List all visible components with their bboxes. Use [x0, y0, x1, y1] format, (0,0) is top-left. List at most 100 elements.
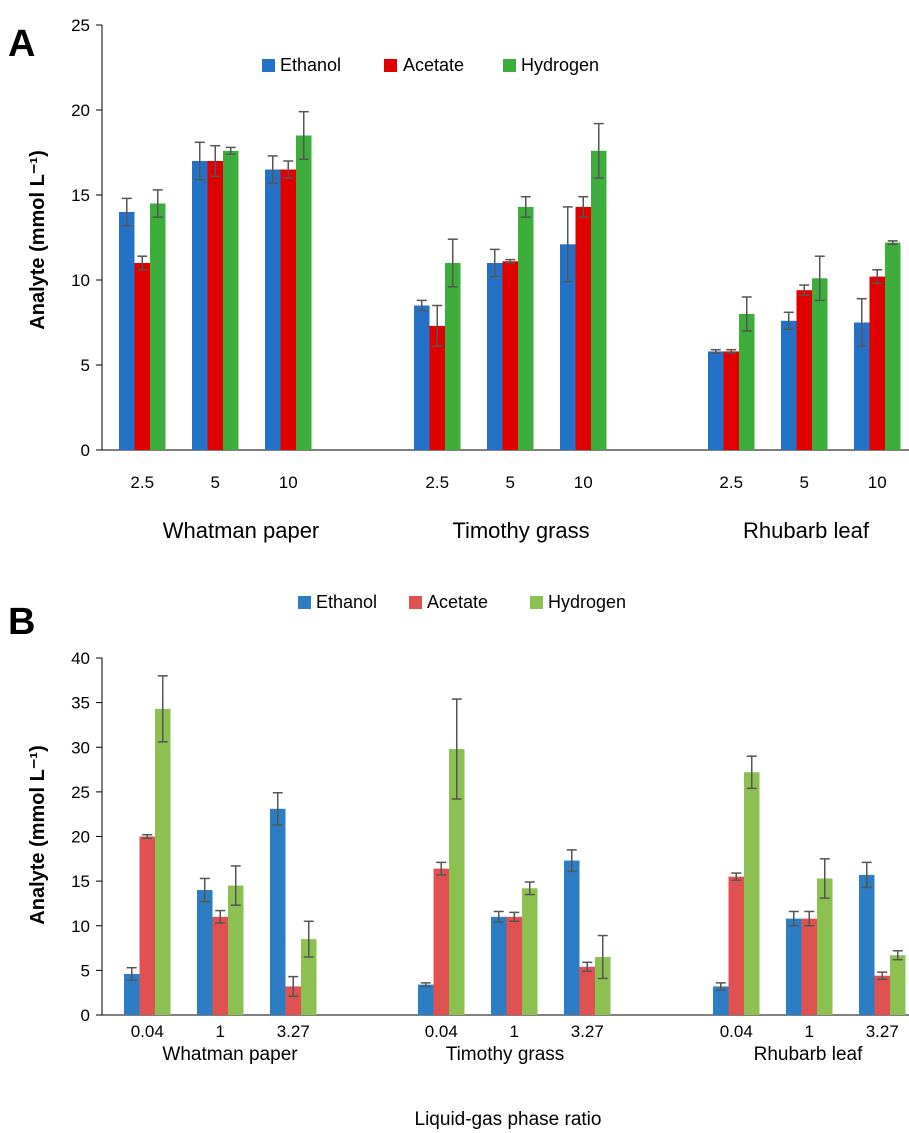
panel-b-legend-swatch-hydrogen — [530, 596, 543, 609]
panel-a-error-bar-ethanol-whatman-paper-2-5 — [121, 197, 132, 227]
panel-a-bar-acetate-timothy-grass-10 — [575, 206, 591, 450]
panel-b-x-tick-label: 1 — [805, 1022, 814, 1041]
panel-a-error-bar-ethanol-timothy-grass-10 — [562, 206, 573, 283]
panel-b-bar-ethanol-whatman-paper-0-04 — [124, 973, 140, 1015]
panel-a-letter: A — [8, 23, 35, 65]
panel-b-error-bar-ethanol-rhubarb-leaf-1 — [788, 910, 799, 927]
panel-b-bar-hydrogen-timothy-grass-1 — [522, 888, 538, 1015]
panel-a-error-bar-ethanol-timothy-grass-5 — [489, 248, 500, 278]
panel-a-bar-ethanol-whatman-paper-5 — [192, 161, 208, 450]
panel-b-y-tick-label: 35 — [71, 694, 90, 713]
panel-b-bar-ethanol-rhubarb-leaf-1 — [786, 918, 802, 1015]
panel-b-bar-acetate-timothy-grass-0-04 — [433, 868, 449, 1015]
panel-a-group-label-rhubarb-leaf: Rhubarb leaf — [743, 518, 870, 543]
panel-b-error-bar-acetate-whatman-paper-3-27 — [288, 975, 299, 998]
panel-b-group-label-timothy-grass: Timothy grass — [446, 1044, 565, 1065]
panel-b-bar-acetate-rhubarb-leaf-3-27 — [874, 975, 890, 1015]
panel-b-legend-label-hydrogen: Hydrogen — [548, 592, 626, 612]
panel-b-error-bar-ethanol-whatman-paper-1 — [199, 877, 210, 903]
panel-a-x-tick-label: 10 — [574, 473, 593, 492]
panel-b-legend-swatch-acetate — [409, 596, 422, 609]
panel-a-bar-acetate-whatman-paper-5 — [207, 161, 223, 450]
panel-a-error-bar-ethanol-whatman-paper-5 — [194, 141, 205, 181]
panel-a-bar-hydrogen-timothy-grass-5 — [518, 206, 534, 450]
panel-a-x-tick-label: 2.5 — [425, 473, 449, 492]
panel-a-error-bar-hydrogen-whatman-paper-10 — [298, 110, 309, 161]
panel-b-error-bar-acetate-whatman-paper-0-04 — [142, 833, 153, 840]
panel-a-error-bar-hydrogen-timothy-grass-5 — [520, 195, 531, 218]
panel-b-bar-ethanol-whatman-paper-1 — [197, 890, 213, 1015]
panel-a-legend-item-ethanol: Ethanol — [262, 55, 341, 75]
panel-a-error-bar-acetate-rhubarb-leaf-5 — [799, 284, 810, 297]
panel-a-bar-ethanol-timothy-grass-2-5 — [414, 305, 430, 450]
panel-a-error-bar-acetate-whatman-paper-10 — [283, 160, 294, 179]
panel-a-bar-hydrogen-rhubarb-leaf-5 — [812, 278, 828, 450]
panel-a-error-bar-acetate-timothy-grass-2-5 — [432, 304, 443, 348]
panel-b-bar-hydrogen-whatman-paper-3-27 — [301, 939, 317, 1015]
panel-b-y-tick-label: 15 — [71, 872, 90, 891]
panel-b-error-bar-acetate-timothy-grass-1 — [509, 911, 520, 923]
panel-b-bar-hydrogen-timothy-grass-0-04 — [449, 749, 465, 1015]
panel-a-error-bar-ethanol-rhubarb-leaf-5 — [783, 311, 794, 331]
panel-a-bar-hydrogen-rhubarb-leaf-2-5 — [739, 314, 755, 450]
panel-b-legend-swatch-ethanol — [298, 596, 311, 609]
panel-a-error-bar-hydrogen-rhubarb-leaf-10 — [887, 240, 898, 246]
panel-a-error-bar-hydrogen-rhubarb-leaf-5 — [814, 255, 825, 302]
panel-b-letter: B — [8, 601, 35, 643]
panel-a-x-tick-label: 10 — [279, 473, 298, 492]
panel-b-x-tick-label: 0.04 — [720, 1022, 753, 1041]
panel-b-bar-ethanol-timothy-grass-3-27 — [564, 860, 580, 1015]
panel-b-error-bar-ethanol-rhubarb-leaf-0-04 — [715, 982, 726, 991]
panel-b-error-bar-hydrogen-rhubarb-leaf-0-04 — [746, 755, 757, 790]
panel-b-bar-hydrogen-rhubarb-leaf-3-27 — [890, 955, 906, 1015]
panel-b-error-bar-hydrogen-timothy-grass-1 — [524, 881, 535, 896]
panel-a-y-tick-label: 10 — [71, 271, 90, 290]
panel-b-error-bar-ethanol-timothy-grass-0-04 — [420, 982, 431, 988]
panel-b-legend-item-ethanol: Ethanol — [298, 592, 377, 612]
panel-b-error-bar-acetate-timothy-grass-3-27 — [582, 961, 593, 973]
panel-b-bar-ethanol-timothy-grass-1 — [491, 916, 507, 1015]
panel-b-error-bar-acetate-rhubarb-leaf-3-27 — [877, 971, 888, 981]
panel-a-y-tick-label: 0 — [81, 441, 90, 460]
panel-b-legend-label-acetate: Acetate — [427, 592, 488, 612]
panel-a-bar-acetate-whatman-paper-10 — [280, 169, 296, 450]
panel-a-bar-ethanol-whatman-paper-10 — [265, 169, 281, 450]
panel-a-bar-acetate-whatman-paper-2-5 — [134, 263, 150, 450]
panel-b-error-bar-hydrogen-whatman-paper-0-04 — [157, 675, 168, 743]
panel-b-legend-label-ethanol: Ethanol — [316, 592, 377, 612]
panel-b-bar-acetate-whatman-paper-3-27 — [285, 986, 301, 1015]
panel-b-y-tick-label: 5 — [81, 961, 90, 980]
panel-b-group-label-whatman-paper: Whatman paper — [162, 1044, 298, 1065]
panel-b-error-bar-ethanol-whatman-paper-0-04 — [126, 966, 137, 981]
panel-a-error-bar-ethanol-rhubarb-leaf-2-5 — [710, 348, 721, 354]
panel-a-legend-item-hydrogen: Hydrogen — [503, 55, 599, 75]
panel-a-bar-hydrogen-rhubarb-leaf-10 — [885, 242, 901, 450]
panel-b-x-tick-label: 1 — [510, 1022, 519, 1041]
panel-b-error-bar-hydrogen-rhubarb-leaf-1 — [819, 858, 830, 899]
panel-a-bar-acetate-rhubarb-leaf-2-5 — [723, 351, 739, 450]
panel-b-error-bar-acetate-rhubarb-leaf-1 — [804, 910, 815, 927]
panel-b-bar-ethanol-timothy-grass-0-04 — [418, 984, 434, 1015]
panel-b-error-bar-acetate-whatman-paper-1 — [215, 909, 226, 924]
panel-a-bar-acetate-timothy-grass-5 — [502, 261, 518, 450]
panel-a-bar-hydrogen-whatman-paper-2-5 — [150, 203, 166, 450]
panel-a-bar-ethanol-timothy-grass-5 — [487, 263, 503, 450]
panel-b-bar-acetate-timothy-grass-1 — [506, 916, 522, 1015]
panel-a-bar-acetate-timothy-grass-2-5 — [429, 325, 445, 450]
panel-b-error-bar-ethanol-whatman-paper-3-27 — [272, 792, 283, 826]
panel-a-legend-label-hydrogen: Hydrogen — [521, 55, 599, 75]
panel-b-y-axis-title: Analyte (mmol L⁻¹) — [27, 745, 49, 924]
panel-a-legend-item-acetate: Acetate — [384, 55, 464, 75]
panel-b-bar-acetate-timothy-grass-3-27 — [579, 966, 595, 1015]
panel-a-legend: Ethanol Acetate Hydrogen — [262, 55, 599, 75]
panel-b-bars — [124, 675, 906, 1015]
panel-a-y-axis-title: Analyte (mmol L⁻¹) — [27, 150, 49, 329]
panel-a-group-label-whatman-paper: Whatman paper — [163, 518, 320, 543]
panel-b-error-bar-hydrogen-timothy-grass-0-04 — [451, 698, 462, 800]
panel-a-error-bar-hydrogen-rhubarb-leaf-2-5 — [741, 296, 752, 332]
panel-a-error-bar-ethanol-rhubarb-leaf-10 — [856, 297, 867, 348]
panel-b-bar-hydrogen-whatman-paper-1 — [228, 885, 244, 1015]
panel-b-y-tick-label: 25 — [71, 783, 90, 802]
panel-b-error-bar-hydrogen-whatman-paper-1 — [230, 865, 241, 906]
